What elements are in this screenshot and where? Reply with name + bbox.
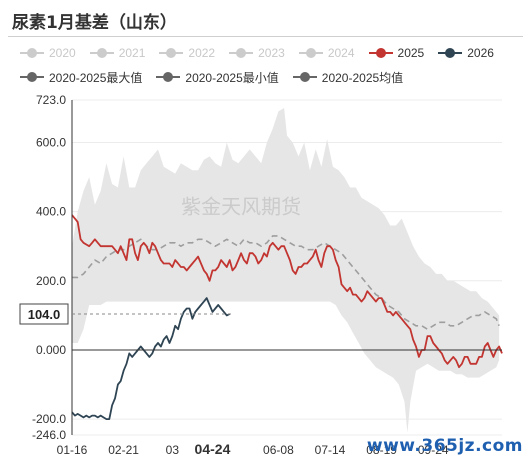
band-area — [72, 108, 500, 433]
y-tick-label: 0.000 — [36, 343, 66, 357]
series-group — [71, 214, 503, 420]
legend-marker-icon — [229, 47, 254, 59]
legend-marker-icon — [368, 47, 393, 59]
legend-marker-icon — [298, 47, 323, 59]
y-tick-label: 600.0 — [36, 136, 66, 150]
legend-label: 2024 — [327, 46, 355, 60]
y-tick-label: 400.0 — [36, 205, 66, 219]
y-tick-label: -200.0 — [32, 412, 66, 426]
legend-label: 2026 — [467, 46, 494, 60]
legend-item-2026[interactable]: 2026 — [438, 46, 494, 60]
legend-marker-icon — [292, 71, 317, 83]
legend-item-2023[interactable]: 2023 — [229, 46, 285, 60]
legend-marker-icon — [159, 47, 184, 59]
legend-label: 2020-2025均值 — [321, 70, 404, 85]
legend-marker-icon — [438, 47, 463, 59]
minmax-band — [72, 108, 500, 433]
y-tick-label: 200.0 — [36, 274, 66, 288]
legend-label: 2020-2025最大值 — [49, 70, 143, 85]
y-tick-label: 723.0 — [36, 93, 66, 107]
legend-marker-icon — [20, 71, 44, 83]
legend-label: 2020-2025最小值 — [185, 70, 279, 85]
x-tick-label: 01-16 — [57, 443, 88, 457]
site-watermark: www.365jz.com — [366, 436, 523, 456]
series-line-2025 — [71, 214, 503, 369]
legend-label: 2021 — [118, 46, 146, 60]
y-highlight-label: 104.0 — [28, 307, 61, 322]
legend-row-1: 2020 2021 2022 2023 2024 2025 2026 — [20, 41, 525, 65]
legend-item-2021[interactable]: 2021 — [89, 46, 146, 60]
x-tick-label: 09-24 — [418, 443, 449, 457]
legend-item-2024[interactable]: 2024 — [298, 46, 355, 60]
legend: 2020 2021 2022 2023 2024 2025 2026 2020-2025最大… — [20, 41, 525, 89]
legend-label: 2023 — [258, 46, 285, 60]
chart-title: 尿素1月基差（山东） — [12, 13, 177, 33]
watermark-group: 紫金天风期货 — [181, 194, 301, 218]
legend-item-2025[interactable]: 2025 — [368, 46, 425, 60]
legend-label: 2022 — [188, 46, 216, 60]
legend-item-2020[interactable]: 2020 — [20, 46, 76, 60]
x-tick-label: 06-08 — [263, 443, 294, 457]
x-tick-label: 07-14 — [315, 443, 346, 457]
series-line-2026 — [71, 297, 231, 420]
title-divider — [8, 36, 523, 37]
x-tick-label: 02-21 — [108, 443, 139, 457]
y-highlight-box — [19, 303, 69, 325]
legend-marker-icon — [89, 47, 114, 59]
legend-item-2020-2025最小值[interactable]: 2020-2025最小值 — [156, 69, 279, 86]
legend-marker-icon — [156, 71, 181, 83]
legend-label: 2020 — [49, 46, 76, 60]
x-tick-label: 03 — [166, 443, 180, 457]
legend-item-2022[interactable]: 2022 — [159, 46, 215, 60]
legend-row-2: 2020-2025最大值 2020-2025最小值 2020-2025均值 — [20, 65, 525, 89]
y-tick-label: -246.0 — [32, 428, 66, 442]
legend-marker-icon — [20, 47, 44, 59]
legend-item-2020-2025最大值[interactable]: 2020-2025最大值 — [20, 69, 142, 86]
legend-label: 2025 — [397, 46, 425, 60]
x-tick-label: 04-24 — [195, 441, 231, 457]
legend-item-2020-2025均值[interactable]: 2020-2025均值 — [292, 69, 404, 86]
axes: 723.0 600.0 400.0 200.0 0.000 -200.0 -246.0 104… — [19, 93, 502, 457]
chart-watermark: 紫金天风期货 — [181, 194, 301, 218]
x-tick-label: 08-19 — [366, 443, 397, 457]
